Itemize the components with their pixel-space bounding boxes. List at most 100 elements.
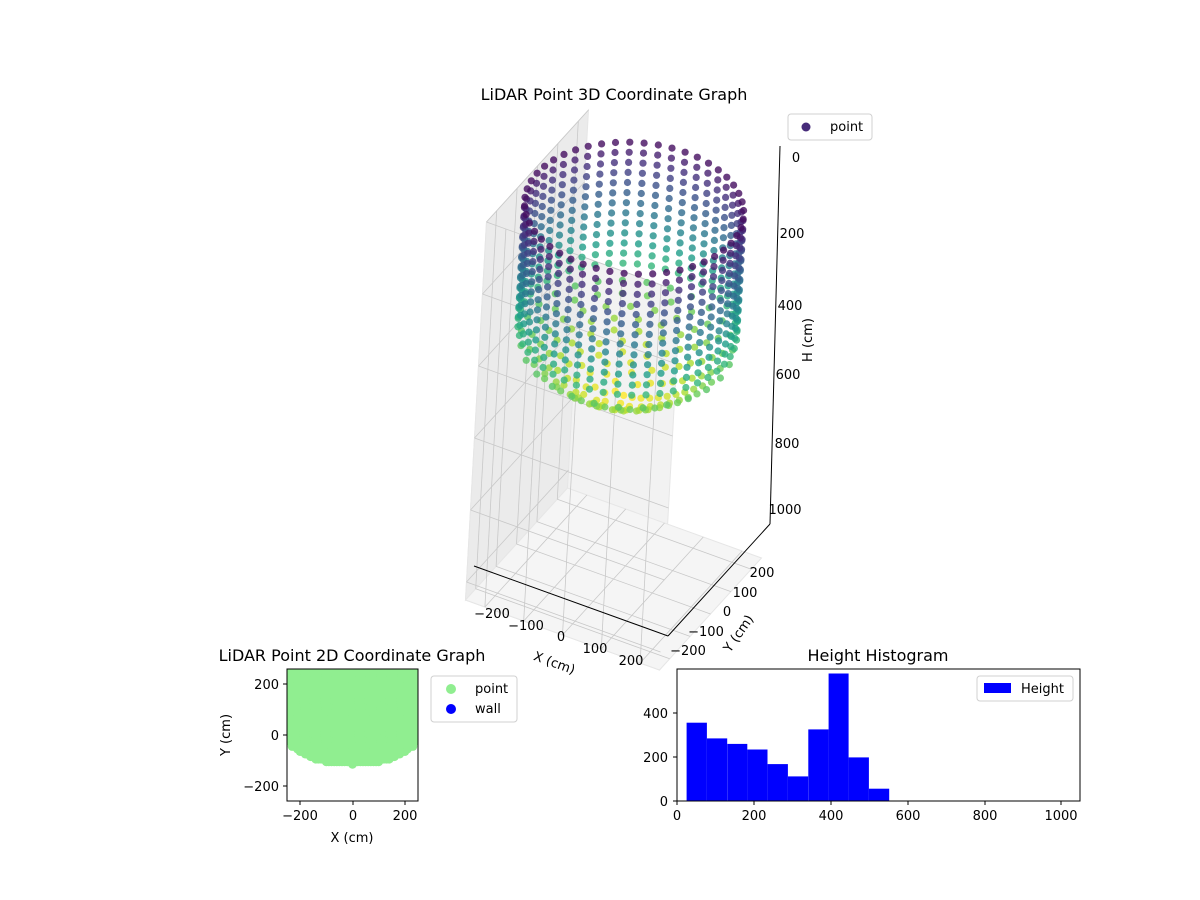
chart-3d-point [608,209,616,217]
chart-3d-point [589,325,597,333]
chart-3d-point [583,162,591,171]
chart-3d-point [570,166,579,174]
chart-3d-point [547,196,556,204]
chart-3d-point [699,250,708,258]
chart-3d-point [550,156,558,164]
chart-3d-point [531,346,539,354]
chart-3d-point [539,182,548,190]
chart-3d-point [677,219,685,227]
chart-3d-point [617,320,625,328]
chart-3d-point [710,246,718,255]
chart-3d-point [595,180,603,188]
chart-3d-point [540,172,548,180]
chart-3d-point [670,367,679,375]
chart-3d-point [728,211,736,219]
chart-3d-point [630,341,639,349]
chart-3d-point [714,166,722,174]
chart-3d-point [545,263,553,271]
chart-3d-point [537,235,546,243]
chart-3d-point [723,320,731,328]
chart-3d-point [634,240,643,248]
chart-3d-point [704,159,713,167]
histogram-legend-box [976,675,1074,702]
chart-3d-point [561,366,569,374]
chart-3d-gridline [516,543,711,615]
chart-2d-y-label: Y (cm) [219,714,234,757]
chart-3d-point [544,273,552,281]
chart-3d-point [572,381,581,389]
chart-3d-point [543,293,551,301]
chart-3d-point [535,286,543,294]
chart-3d-point [691,194,699,202]
chart-3d-point [623,178,632,187]
chart-3d-point [559,171,567,179]
chart-3d-point [646,320,654,328]
chart-3d-point [537,245,545,253]
chart-3d-point [669,387,677,395]
chart-3d-point [688,244,696,252]
chart-3d-point [610,159,619,167]
histogram-x-tick: 600 [896,809,921,824]
chart-3d-point [620,249,628,257]
histogram-frame [676,668,1081,802]
chart-3d-point [661,299,669,307]
histogram-x-tick: 800 [973,809,998,824]
chart-3d-point [684,343,692,351]
chart-3d-point [562,346,570,354]
chart-3d-point [689,224,698,232]
chart-3d-point [634,270,643,278]
chart-3d-gridline [562,256,584,636]
chart-3d-point [707,323,715,331]
histogram-x-tick: 0 [673,809,681,824]
chart-3d-point [591,383,599,391]
chart-3d-point [690,214,698,222]
chart-3d-point [535,275,543,284]
chart-3d-point [622,199,631,207]
chart-3d-point [658,349,666,357]
chart-3d-point [657,369,665,377]
chart-3d-point [584,152,592,160]
chart-3d-point [639,159,647,167]
chart-3d-point [605,287,613,296]
chart-3d-point [595,190,603,198]
chart-3d-point [639,149,648,157]
chart-3d-point [538,202,546,211]
chart-3d-point [633,300,641,308]
histogram-bar [706,738,728,801]
chart-3d-point [561,356,569,364]
chart-3d-point [720,224,728,232]
chart-3d-point [725,269,734,277]
chart-3d-point [551,330,559,338]
chart-3d-point [630,351,638,359]
chart-3d-point [616,350,624,358]
chart-3d-point [532,326,541,334]
chart-3d-y-tick: 0 [723,605,731,620]
chart-3d-point [578,253,586,261]
chart-3d-point [674,306,682,314]
chart-3d-z-label: H (cm) [801,318,816,362]
chart-3d-y-axis-line [667,523,771,637]
chart-3d-point [597,150,605,158]
chart-3d-point [589,315,598,323]
chart-3d-point [596,170,604,178]
chart-3d-point [709,283,717,291]
chart-2d-x-tick: −200 [282,809,318,824]
chart-3d-point [717,297,725,305]
chart-3d-point [555,269,563,277]
chart-3d-point [696,328,704,337]
chart-3d-point [714,347,722,355]
chart-3d-y-tick: 100 [733,586,758,601]
chart-3d-point [568,392,576,400]
chart-3d-point [701,220,709,228]
chart-3d-point [648,366,656,374]
histogram-x-tick: 400 [819,809,844,824]
chart-3d-point [675,249,684,257]
chart-3d-point [523,259,531,267]
chart-3d-point [629,371,637,379]
chart-3d-point [605,249,614,257]
chart-3d-point [568,339,576,347]
chart-3d-point [634,280,642,288]
chart-3d-point [567,237,575,245]
chart-3d-point [694,369,702,377]
chart-3d-grid [466,109,752,664]
